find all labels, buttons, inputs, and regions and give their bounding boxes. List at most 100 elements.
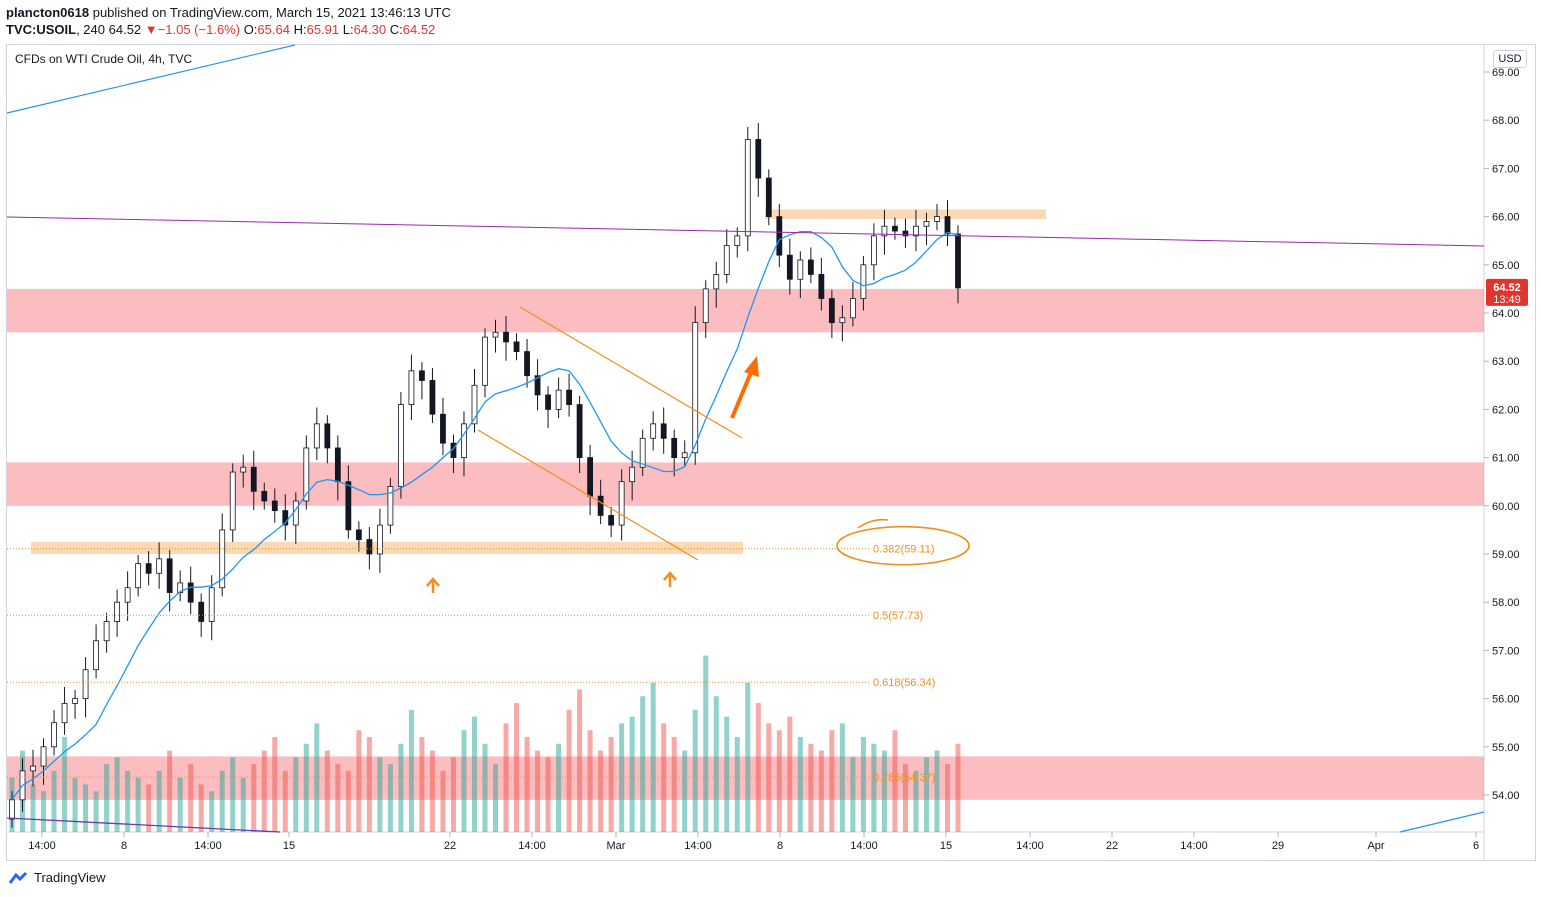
price-tick-label: 69.00	[1492, 67, 1520, 79]
candle-body	[482, 336, 488, 386]
candle-body	[723, 245, 730, 275]
candle-body	[839, 317, 846, 324]
low-label: L:	[342, 22, 354, 37]
price-tick-label: 59.00	[1492, 549, 1520, 561]
price-tick-label: 57.00	[1492, 645, 1520, 657]
volume-bar	[125, 770, 131, 832]
price-tick-label: 60.00	[1492, 501, 1520, 513]
candle-body	[545, 394, 551, 410]
candle-body	[923, 221, 930, 227]
volume-bar	[892, 730, 898, 832]
volume-bar	[356, 730, 362, 832]
published-info: published on TradingView.com, March 15, …	[92, 5, 451, 20]
volume-bar	[167, 750, 173, 832]
volume-bar	[135, 777, 141, 832]
purple-trendline-low	[6, 817, 281, 833]
time-tick-label: 14:00	[518, 840, 546, 852]
fib-level-label: 0.786(54.37)	[873, 772, 935, 784]
channel-upper-line	[519, 306, 743, 439]
currency-button[interactable]: USD	[1493, 50, 1527, 68]
volume-bar	[314, 723, 320, 832]
volume-bar	[272, 737, 278, 832]
series-legend: CFDs on WTI Crude Oil, 4h, TVC	[15, 52, 193, 66]
volume-bar	[30, 784, 36, 832]
candle-body	[713, 274, 720, 290]
candle-body	[534, 375, 541, 396]
time-tick-label: 14:00	[850, 840, 878, 852]
price-tick-label: 67.00	[1492, 163, 1520, 175]
candle-body	[250, 466, 257, 492]
candle-body	[618, 481, 625, 526]
candle-body	[765, 177, 772, 217]
candle-body	[608, 515, 615, 526]
candle-body	[440, 413, 446, 444]
price-tick-label: 66.00	[1492, 212, 1520, 224]
candle-body	[103, 621, 110, 642]
volume-bar	[818, 750, 824, 832]
resistance-zone-1	[7, 462, 1484, 506]
candle-body	[492, 331, 499, 338]
volume-bar	[209, 791, 215, 832]
candle-body	[51, 722, 57, 748]
candle-body	[177, 582, 184, 593]
supply-zone-1	[765, 209, 1046, 220]
volume-bar	[188, 764, 194, 832]
volume-bar	[913, 770, 919, 832]
volume-bar	[692, 709, 698, 832]
chart-pane[interactable]	[6, 44, 1536, 861]
volume-bar	[219, 770, 225, 832]
last-price-tag	[1486, 278, 1528, 306]
candle-body	[524, 351, 530, 377]
brand-footer[interactable]: TradingView	[8, 870, 106, 885]
chart-canvas[interactable]: 0.382(59.11) 0.5(57.73) 0.618(56.34) 0.786(…	[0, 0, 1541, 870]
volume-bar	[240, 777, 246, 832]
candle-body	[334, 447, 341, 483]
candle-body	[229, 471, 236, 531]
candle-body	[755, 139, 762, 179]
volume-bar	[839, 723, 845, 832]
volume-bar	[545, 757, 551, 832]
volume-bar	[934, 750, 940, 832]
volume-bar	[429, 750, 435, 832]
candle-body	[208, 587, 215, 622]
candle-body	[135, 563, 142, 589]
candle-body	[944, 216, 951, 235]
author-name[interactable]: plancton0618	[6, 5, 90, 20]
time-tick-label: Mar	[607, 840, 626, 852]
volume-bar	[230, 757, 236, 832]
supply-zone-0	[31, 541, 743, 554]
candle-body	[271, 500, 278, 512]
candle-body	[555, 389, 562, 410]
candle-body	[324, 423, 331, 449]
candle-body	[881, 225, 888, 237]
candle-body	[513, 341, 520, 352]
candle-body	[681, 452, 688, 458]
candle-body	[198, 601, 205, 622]
volume-bar	[493, 764, 499, 832]
candle-body	[576, 404, 583, 458]
purple-trendline	[6, 216, 1485, 247]
candle-body	[72, 698, 78, 704]
time-tick-label: 29	[1272, 840, 1284, 852]
price-tick-label: 58.00	[1492, 597, 1520, 609]
candle-body	[429, 380, 436, 415]
volume-bar	[387, 764, 393, 832]
volume-bar	[156, 770, 162, 832]
candle-body	[387, 486, 394, 526]
time-tick-label: 14:00	[194, 840, 222, 852]
candle-body	[398, 404, 404, 487]
volume-bar	[556, 743, 562, 832]
volume-bar	[703, 655, 709, 832]
change-arrow-icon: ▼	[144, 22, 158, 37]
candle-body	[9, 799, 15, 820]
candle-body	[114, 601, 121, 622]
symbol: TVC:USOIL	[6, 22, 77, 37]
fib-level-label: 0.5(57.73)	[873, 610, 923, 622]
candle-body	[240, 466, 247, 473]
time-tick-label: 6	[1473, 840, 1479, 852]
price-tick-label: 62.00	[1492, 404, 1520, 416]
candle-body	[892, 225, 898, 232]
candle-body	[93, 640, 99, 671]
fib-highlight-tail	[857, 518, 889, 529]
volume-bar	[198, 784, 204, 832]
